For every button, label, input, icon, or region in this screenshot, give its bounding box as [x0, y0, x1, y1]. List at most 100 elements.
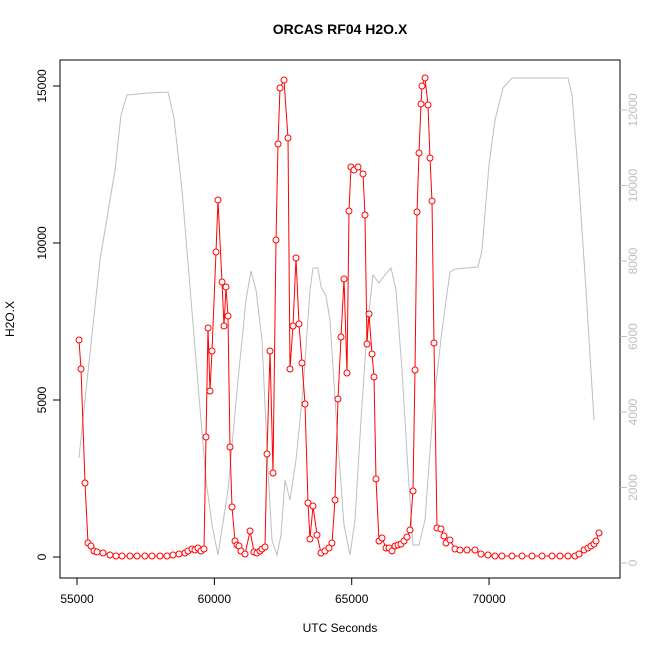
- data-point: [406, 526, 414, 534]
- data-point: [365, 310, 373, 318]
- data-point: [518, 552, 526, 560]
- data-point: [343, 369, 351, 377]
- data-point: [87, 542, 95, 550]
- series-line: [78, 77, 595, 557]
- data-point: [206, 387, 214, 395]
- data-point: [471, 546, 479, 554]
- data-point: [204, 324, 212, 332]
- y2-tick-label: 4000: [626, 398, 640, 425]
- data-point: [313, 531, 321, 539]
- data-point: [378, 534, 386, 542]
- y2-tick-label: 0: [626, 559, 640, 566]
- data-point: [498, 552, 506, 560]
- data-point: [241, 550, 249, 558]
- data-point: [421, 74, 429, 82]
- x-tick-label: 55000: [60, 592, 94, 606]
- data-point: [220, 322, 228, 330]
- data-point: [306, 535, 314, 543]
- data-point: [298, 359, 306, 367]
- data-point: [222, 283, 230, 291]
- data-point: [292, 254, 300, 262]
- data-point: [276, 84, 284, 92]
- data-point: [592, 537, 600, 545]
- data-point: [228, 503, 236, 511]
- data-point: [309, 502, 317, 510]
- data-point: [224, 312, 232, 320]
- data-point: [133, 552, 141, 560]
- data-point: [361, 211, 369, 219]
- y2-tick-label: 12000: [626, 93, 640, 127]
- x-tick-label: 65000: [335, 592, 369, 606]
- data-point: [368, 350, 376, 358]
- data-point: [106, 551, 114, 559]
- data-point: [261, 543, 269, 551]
- data-point: [263, 450, 271, 458]
- data-point: [508, 552, 516, 560]
- data-point: [340, 275, 348, 283]
- data-point: [280, 76, 288, 84]
- data-point: [440, 532, 448, 540]
- data-point: [426, 154, 434, 162]
- data-point: [403, 533, 411, 541]
- data-point: [141, 552, 149, 560]
- x-tick-label: 60000: [198, 592, 232, 606]
- data-point: [446, 536, 454, 544]
- data-point: [200, 545, 208, 553]
- data-point: [93, 548, 101, 556]
- data-point: [163, 552, 171, 560]
- data-point: [437, 525, 445, 533]
- data-point: [359, 170, 367, 178]
- data-point: [266, 347, 274, 355]
- data-point: [477, 550, 485, 558]
- data-point: [388, 547, 396, 555]
- data-point: [274, 140, 282, 148]
- data-point: [411, 366, 419, 374]
- data-point: [430, 339, 438, 347]
- y-tick-label: 15000: [35, 69, 49, 103]
- data-point: [556, 552, 564, 560]
- data-point: [269, 469, 277, 477]
- data-point: [118, 552, 126, 560]
- data-point: [81, 479, 89, 487]
- data-point: [528, 552, 536, 560]
- data-point: [202, 433, 210, 441]
- data-point: [208, 347, 216, 355]
- data-point: [334, 395, 342, 403]
- data-point: [337, 333, 345, 341]
- data-point: [548, 552, 556, 560]
- data-point: [226, 443, 234, 451]
- data-point: [289, 322, 297, 330]
- data-point: [301, 400, 309, 408]
- data-point: [272, 236, 280, 244]
- data-point: [126, 552, 134, 560]
- data-point: [354, 163, 362, 171]
- data-point: [284, 134, 292, 142]
- data-point: [246, 527, 254, 535]
- data-point: [212, 248, 220, 256]
- data-point: [363, 340, 371, 348]
- data-point: [77, 365, 85, 373]
- y2-tick-label: 8000: [626, 247, 640, 274]
- data-point: [218, 278, 226, 286]
- data-point: [331, 496, 339, 504]
- data-point: [424, 101, 432, 109]
- data-point: [295, 320, 303, 328]
- data-point: [169, 551, 177, 559]
- x-axis-label: UTC Seconds: [303, 621, 378, 635]
- data-point: [456, 546, 464, 554]
- data-point: [328, 539, 336, 547]
- data-point: [409, 487, 417, 495]
- chart-title: ORCAS RF04 H2O.X: [273, 21, 408, 37]
- data-point: [428, 197, 436, 205]
- x-tick-label: 70000: [472, 592, 506, 606]
- data-point: [484, 551, 492, 559]
- data-point: [156, 552, 164, 560]
- y2-tick-label: 6000: [626, 323, 640, 350]
- y2-tick-label: 10000: [626, 169, 640, 203]
- data-point: [214, 196, 222, 204]
- data-point: [415, 149, 423, 157]
- data-point: [491, 552, 499, 560]
- data-point: [370, 373, 378, 381]
